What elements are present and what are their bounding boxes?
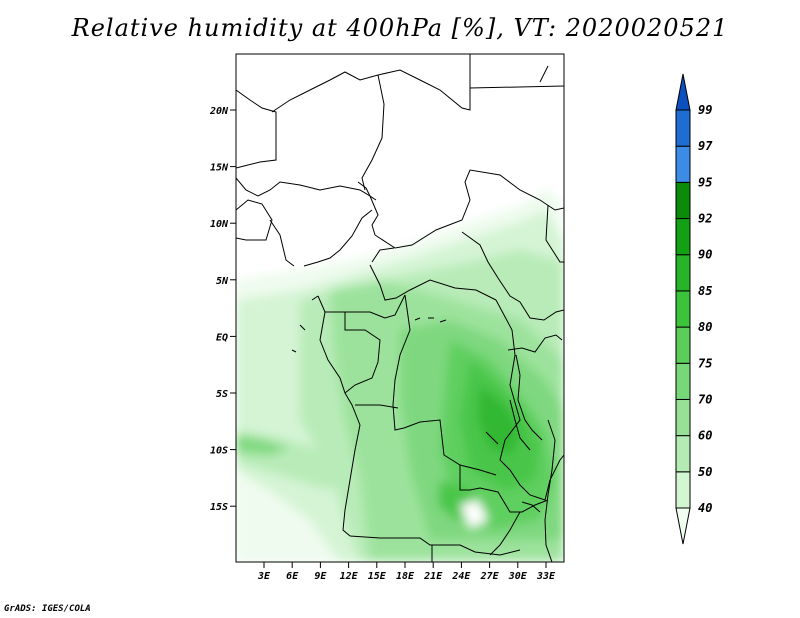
map-frame [235, 53, 565, 563]
colorbar-label: 90 [698, 248, 712, 262]
lon-tick-label: 15E [368, 571, 387, 582]
lon-tick-label: 27E [480, 571, 500, 582]
colorbar-segment [675, 435, 691, 473]
lat-tick-label: EQ [216, 332, 228, 343]
lon-tick-label: 6E [286, 571, 299, 582]
latitude-axis: 20N 15N 10N 5N EQ 5S 10S 15S [209, 106, 236, 513]
colorbar-label: 80 [698, 320, 712, 334]
map-title: Relative humidity at 400hPa [%], VT: 202… [71, 14, 729, 42]
lon-tick-label: 3E [257, 571, 271, 582]
grads-credit: GrADS: IGES/COLA [4, 604, 91, 614]
colorbar-label: 50 [698, 465, 712, 479]
lon-tick-label: 24E [451, 571, 471, 582]
colorbar-label: 40 [698, 501, 712, 515]
colorbar-segment [675, 181, 691, 220]
colorbar-upper-arrow [675, 73, 691, 111]
humidity-fill [236, 188, 564, 562]
lat-tick-label: 20N [209, 106, 229, 117]
longitude-axis: 3E 6E 9E 12E 15E 18E 21E 24E 27E 30E 33E [257, 562, 556, 582]
colorbar-segment [675, 326, 691, 364]
colorbar-label: 85 [698, 284, 712, 298]
lat-tick-label: 5S [216, 389, 228, 400]
colorbar-label: 95 [698, 175, 712, 189]
lon-tick-label: 30E [508, 571, 528, 582]
lat-tick-label: 5N [216, 276, 229, 287]
colorbar-lower-arrow [675, 507, 691, 545]
colorbar-segment [675, 471, 691, 509]
colorbar-segment [675, 145, 691, 183]
colorbar-segment [675, 254, 691, 292]
lon-tick-label: 12E [340, 571, 359, 582]
lat-tick-label: 10S [210, 446, 228, 457]
colorbar-label: 75 [698, 356, 712, 370]
lon-tick-label: 21E [423, 571, 443, 582]
colorbar-label: 92 [698, 212, 712, 226]
country-borders [236, 54, 564, 562]
lon-tick-label: 33E [536, 571, 556, 582]
colorbar-segment [675, 362, 691, 400]
colorbar-label: 60 [698, 429, 712, 443]
colorbar-segment [675, 398, 691, 437]
colorbar-segment [675, 290, 691, 328]
colorbar-segment [675, 109, 691, 147]
colorbar-label: 99 [698, 103, 712, 117]
colorbar: 40 50 60 70 75 80 85 90 92 95 97 99 [675, 73, 713, 545]
lat-tick-label: 15N [210, 163, 229, 174]
lon-tick-label: 9E [314, 571, 327, 582]
lat-tick-label: 10N [210, 219, 229, 230]
lon-tick-label: 18E [396, 571, 415, 582]
colorbar-label: 97 [698, 139, 713, 153]
colorbar-label: 70 [698, 392, 712, 406]
lat-tick-label: 15S [210, 502, 228, 513]
colorbar-segment [675, 218, 691, 256]
